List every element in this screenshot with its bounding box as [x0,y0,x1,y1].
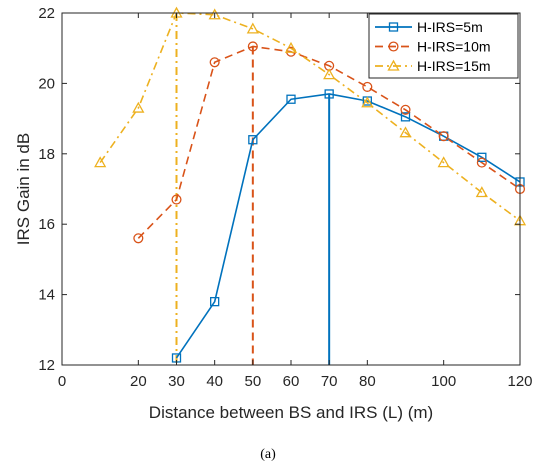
y-tick-label: 16 [38,216,55,233]
x-tick-label: 80 [359,373,376,390]
x-tick-label: 0 [58,373,66,390]
data-point-series-2 [132,101,145,113]
y-axis-label: IRS Gain in dB [14,133,33,245]
y-tick-label: 18 [38,146,55,163]
series-line-1 [137,45,521,239]
legend-label-1: H-IRS=10m [417,39,491,55]
peak-drop-lines [175,13,331,365]
data-point-series-1 [362,81,373,92]
data-point-series-1 [438,131,449,142]
data-point-series-1 [476,157,487,168]
x-tick-label: 60 [283,373,300,390]
data-point-series-0 [210,296,220,307]
x-tick-label: 50 [244,373,261,390]
data-point-series-2 [323,68,336,80]
legend-marker-2 [387,59,400,71]
legend: H-IRS=5m H-IRS=10m H-IRS=15m [368,13,519,79]
x-tick-label: 20 [130,373,147,390]
legend-marker-1 [388,41,399,52]
data-point-series-1 [133,233,144,244]
legend-label-0: H-IRS=5m [417,19,483,35]
x-tick-label: 40 [206,373,223,390]
x-axis-ticks: 0 20 30 40 50 60 70 80 100 120 [58,13,533,390]
data-point-series-2 [437,156,450,168]
data-point-series-2 [246,22,259,34]
data-point-series-1 [247,41,258,52]
data-point-series-2 [475,186,488,198]
y-tick-label: 14 [38,287,55,304]
legend-label-2: H-IRS=15m [417,58,491,74]
y-tick-label: 22 [38,5,55,22]
data-point-series-1 [171,194,182,205]
data-point-series-1 [209,57,220,68]
data-point-series-0 [477,152,487,162]
x-axis-label: Distance between BS and IRS (L) (m) [149,403,433,422]
x-tick-label: 100 [431,373,456,390]
data-point-series-0 [248,135,258,145]
series-lines [99,12,521,359]
data-point-series-0 [400,112,411,122]
x-tick-label: 30 [168,373,185,390]
figure-caption: (a) [260,447,276,462]
legend-marker-0 [388,22,399,32]
y-tick-label: 20 [38,75,55,92]
y-axis-ticks: 12 14 16 18 20 22 [38,5,520,374]
data-point-series-2 [399,126,412,138]
data-point-series-0 [286,94,296,104]
x-tick-label: 70 [321,373,338,390]
series-line-2 [99,12,521,222]
data-point-series-2 [94,156,107,168]
data-point-series-2 [284,41,298,53]
y-tick-label: 12 [38,357,55,374]
data-point-series-0 [324,89,334,99]
data-point-series-2 [208,8,221,20]
x-tick-label: 120 [507,373,532,390]
data-point-series-1 [400,104,411,115]
data-point-series-2 [361,96,374,108]
series-line-0 [175,93,521,359]
